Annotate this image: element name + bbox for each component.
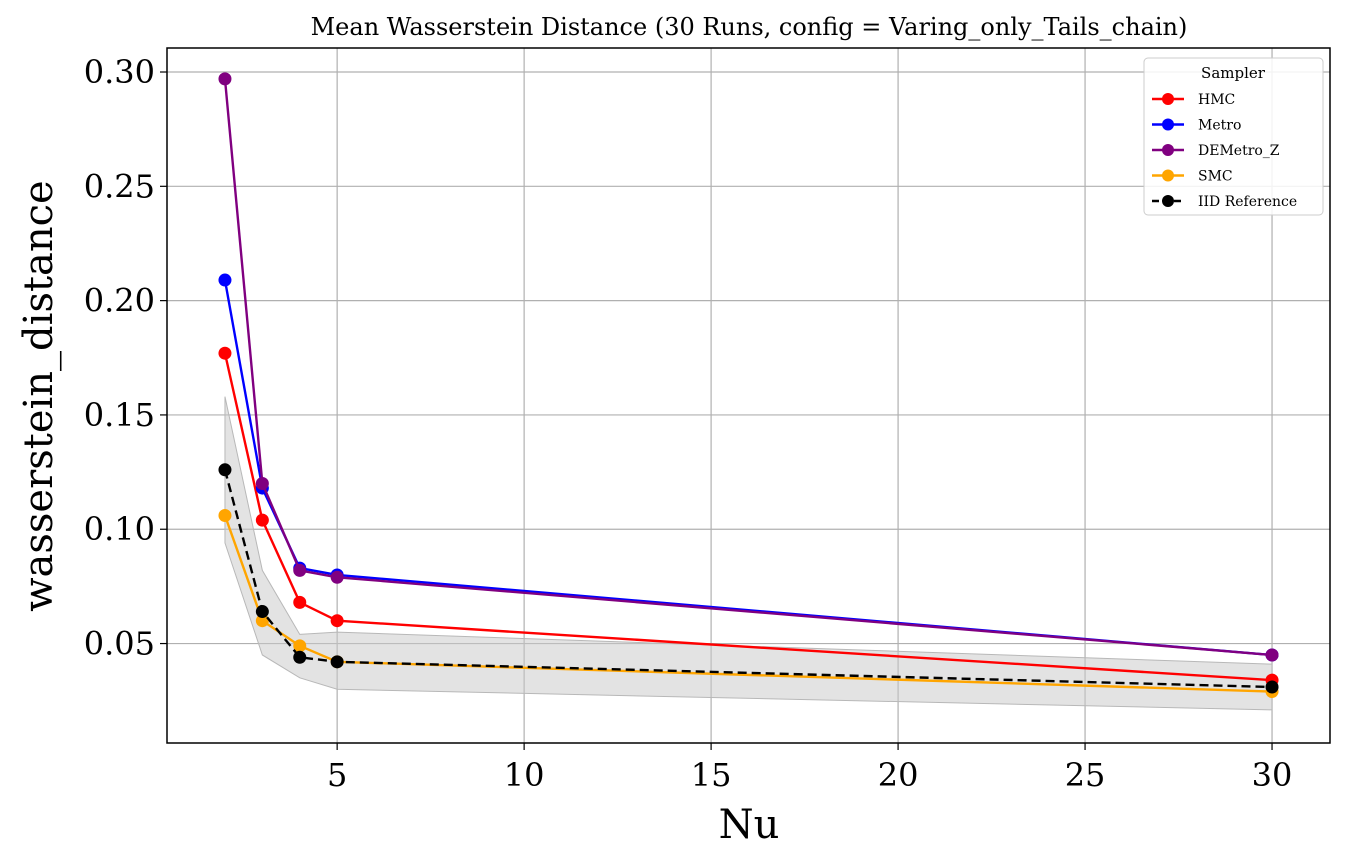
x-tick-label: 15 xyxy=(691,756,732,794)
legend-item-metro: Metro xyxy=(1152,118,1241,134)
data-point-smc xyxy=(218,509,232,523)
legend-item-smc: SMC xyxy=(1152,169,1233,185)
data-point-hmc xyxy=(330,614,344,628)
data-point-hmc xyxy=(218,346,232,360)
legend-title: Sampler xyxy=(1201,64,1266,82)
data-point-demetro-z xyxy=(218,72,232,86)
legend-box xyxy=(1143,57,1324,216)
data-point-hmc xyxy=(255,513,269,527)
y-tick-label: 0.15 xyxy=(84,396,155,434)
y-tick-label: 0.30 xyxy=(84,53,155,91)
legend-marker xyxy=(1162,93,1174,105)
legend-item-iid-reference: IID Reference xyxy=(1152,194,1297,210)
series-iid-reference xyxy=(218,463,1279,694)
x-axis-label: Nu xyxy=(719,802,780,848)
legend-marker xyxy=(1162,118,1174,131)
y-tick-label: 0.20 xyxy=(84,282,155,320)
data-point-iid-reference xyxy=(293,650,307,664)
data-point-metro xyxy=(218,273,232,287)
legend-label: DEMetro_Z xyxy=(1198,143,1280,159)
y-tick-label: 0.25 xyxy=(84,167,155,205)
y-tick-label: 0.05 xyxy=(84,625,155,663)
legend-label: IID Reference xyxy=(1198,194,1297,210)
x-tick-label: 20 xyxy=(878,756,919,794)
chart-title: Mean Wasserstein Distance (30 Runs, conf… xyxy=(311,13,1188,41)
legend-marker xyxy=(1162,169,1174,182)
legend-label: Metro xyxy=(1198,118,1241,134)
x-tick-label: 25 xyxy=(1065,756,1106,794)
legend-item-demetro-z: DEMetro_Z xyxy=(1152,143,1280,159)
series-demetro-z xyxy=(218,72,1279,662)
legend-label: HMC xyxy=(1198,92,1235,108)
y-axis-label: wasserstein_distance xyxy=(16,180,62,611)
x-axis-ticks: 5 10 15 20 25 30 xyxy=(327,743,1292,794)
data-point-iid-reference xyxy=(255,605,269,619)
data-point-iid-reference xyxy=(330,655,344,669)
series-layer xyxy=(218,72,1279,699)
data-point-smc xyxy=(293,639,307,653)
legend-label: SMC xyxy=(1198,169,1233,185)
legend-items: HMC Metro DEMetro_Z SMC IID Reference xyxy=(1152,92,1297,210)
data-point-smc xyxy=(255,614,269,628)
legend: Sampler HMC Metro DEMetro_Z SMC IID Referenc… xyxy=(1143,57,1324,216)
x-tick-label: 30 xyxy=(1252,756,1293,794)
plot-frame xyxy=(166,47,1331,744)
data-point-demetro-z xyxy=(293,563,307,577)
x-tick-label: 10 xyxy=(504,756,545,794)
data-point-iid-reference xyxy=(218,463,232,477)
data-point-demetro-z xyxy=(255,477,269,491)
x-tick-label: 5 xyxy=(327,756,347,794)
y-tick-label: 0.10 xyxy=(84,510,155,548)
data-point-demetro-z xyxy=(1265,648,1279,662)
legend-item-hmc: HMC xyxy=(1152,92,1235,108)
data-point-hmc xyxy=(293,595,307,609)
data-point-demetro-z xyxy=(330,570,344,584)
legend-marker xyxy=(1162,195,1174,207)
y-axis-ticks: 0.05 0.10 0.15 0.20 0.25 0.30 xyxy=(84,53,167,663)
legend-marker xyxy=(1162,144,1174,156)
data-point-iid-reference xyxy=(1265,680,1279,694)
